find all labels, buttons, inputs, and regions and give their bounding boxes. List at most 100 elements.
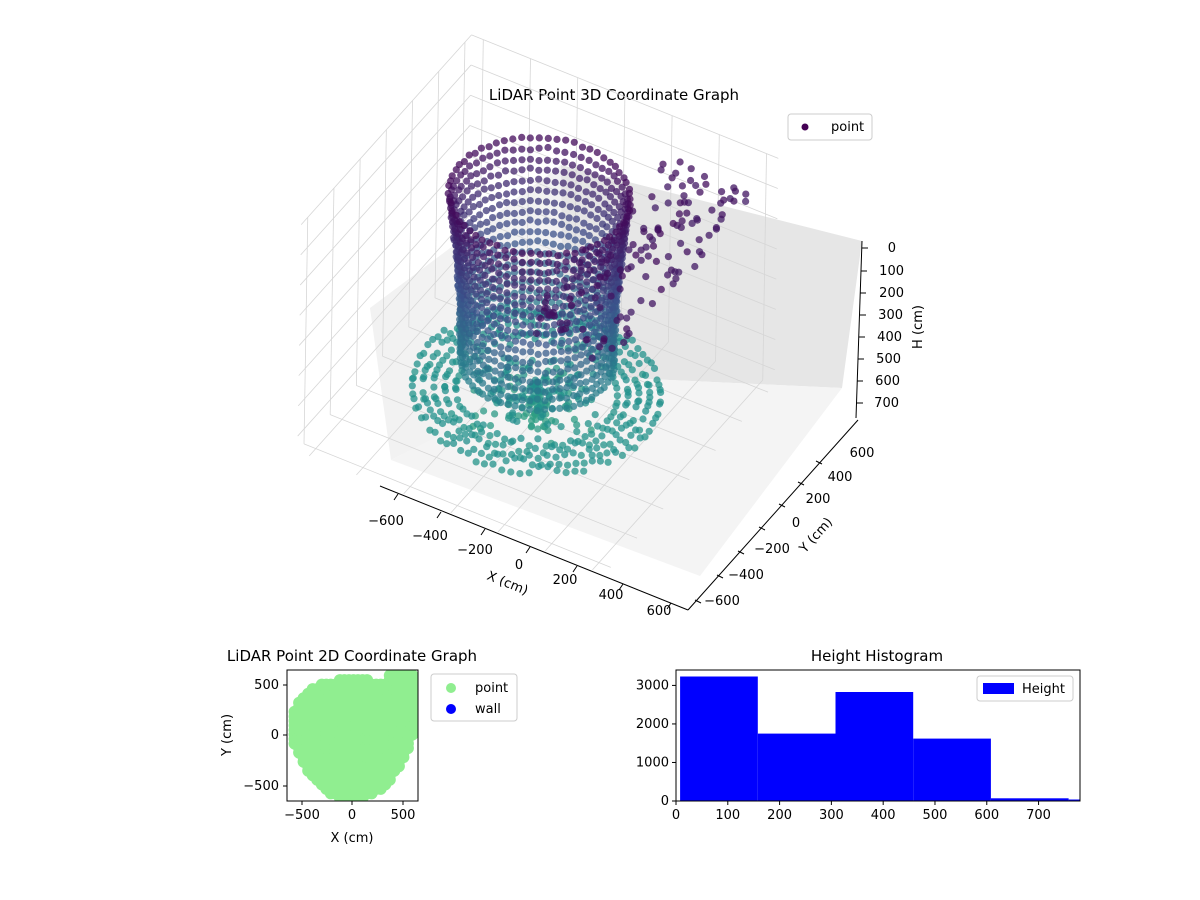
z-tick-label-3d: 200	[879, 286, 904, 301]
point-marker	[563, 383, 571, 392]
point-marker	[577, 451, 585, 459]
point-marker	[527, 312, 535, 320]
point-marker	[499, 441, 507, 449]
point-marker	[517, 434, 525, 442]
point-marker	[525, 442, 533, 450]
y-tick-label-3d: 0	[792, 516, 800, 531]
point-marker	[634, 384, 643, 392]
point-marker	[543, 177, 551, 185]
point-marker	[564, 347, 573, 355]
point-marker	[570, 256, 578, 264]
point-marker	[610, 270, 618, 278]
point-marker	[526, 216, 534, 224]
point-marker	[553, 466, 561, 475]
point-marker	[542, 442, 550, 450]
point-marker	[419, 375, 427, 383]
point-marker	[501, 146, 509, 154]
point-marker	[498, 466, 506, 474]
point-marker	[553, 260, 561, 268]
point-marker	[634, 345, 642, 353]
point-marker	[491, 357, 499, 365]
point-marker	[542, 357, 550, 366]
legend-histogram: Height	[976, 675, 1074, 702]
point-marker	[556, 319, 564, 327]
point-marker	[450, 439, 458, 447]
point-marker	[462, 363, 470, 371]
point-marker	[434, 333, 442, 341]
point-marker	[452, 166, 460, 174]
point-marker	[493, 430, 501, 438]
point-marker	[479, 361, 487, 369]
point-marker	[480, 185, 488, 193]
point-marker	[484, 365, 492, 373]
point-marker	[465, 208, 473, 216]
point-marker	[534, 186, 543, 194]
point-marker	[515, 412, 523, 420]
z-tick-label-3d: 700	[874, 396, 899, 411]
point-marker	[496, 233, 504, 241]
point-marker	[494, 450, 502, 458]
point-marker	[473, 180, 482, 188]
point-marker	[501, 167, 510, 175]
point-marker	[485, 355, 493, 363]
point-marker	[584, 261, 592, 269]
point-marker	[489, 303, 497, 311]
point-marker	[507, 438, 515, 446]
point-marker	[476, 276, 484, 284]
point-marker	[625, 246, 633, 254]
point-marker	[509, 156, 518, 165]
point-marker	[598, 174, 606, 182]
point-marker	[608, 217, 616, 225]
point-marker	[720, 196, 728, 204]
point-marker	[603, 178, 611, 186]
point-marker	[731, 187, 740, 195]
point-marker	[676, 199, 684, 207]
point-marker	[527, 268, 535, 276]
point-marker	[464, 259, 472, 267]
point-marker	[623, 314, 631, 322]
grid-line	[467, 245, 775, 371]
point-marker	[580, 459, 588, 467]
point-marker	[472, 231, 480, 240]
point-marker	[467, 236, 475, 244]
point-marker	[583, 278, 591, 286]
point-marker	[551, 188, 559, 196]
point-marker	[687, 165, 695, 173]
point-marker	[491, 377, 499, 385]
point-marker	[626, 201, 634, 209]
point-marker	[497, 332, 505, 340]
grid-line	[479, 39, 484, 267]
point-marker	[604, 378, 612, 386]
point-marker	[496, 211, 504, 220]
point-marker	[612, 431, 620, 439]
point-marker	[429, 335, 437, 344]
point-marker	[603, 256, 611, 264]
point-marker	[475, 435, 483, 443]
point-marker	[616, 436, 624, 444]
legend-entry-wall: wall	[475, 702, 501, 717]
point-marker	[510, 264, 518, 272]
point-marker	[504, 306, 512, 315]
point-marker	[612, 402, 620, 410]
x-tick-label-3d: −200	[457, 543, 493, 558]
point-marker	[534, 378, 542, 386]
point-marker	[645, 381, 653, 389]
grid-line	[382, 129, 387, 357]
point-marker	[495, 287, 503, 295]
point-marker	[567, 181, 575, 189]
point-marker	[584, 168, 592, 176]
point-marker	[696, 188, 704, 196]
point-marker	[581, 433, 589, 441]
point-marker	[577, 267, 585, 275]
point-marker	[591, 411, 599, 419]
point-marker	[510, 255, 518, 263]
point-marker	[526, 378, 534, 386]
x-tick-label-3d: −600	[368, 514, 404, 529]
legend-marker	[801, 123, 809, 131]
point-cloud-2d	[288, 670, 418, 801]
point-marker	[570, 415, 579, 423]
point-marker	[559, 302, 567, 310]
point-marker	[491, 440, 500, 448]
point-marker	[489, 214, 497, 222]
point-marker	[519, 301, 527, 309]
